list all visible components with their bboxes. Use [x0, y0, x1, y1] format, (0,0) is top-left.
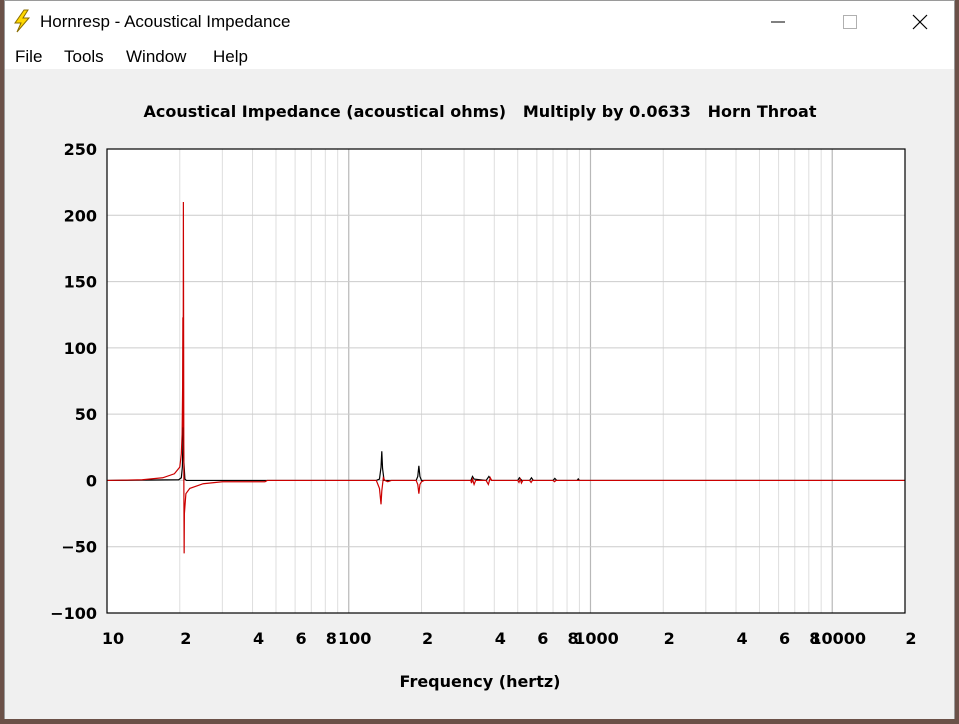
menu-window[interactable]: Window — [126, 47, 187, 66]
x-tick-label: 2 — [664, 629, 675, 648]
x-tick-label: 8 — [326, 629, 337, 648]
close-button[interactable] — [897, 1, 943, 43]
x-tick-label: 2 — [905, 629, 916, 648]
app-window: Hornresp - Acoustical Impedance File Too… — [4, 0, 955, 719]
x-tick-label: 1000 — [574, 629, 619, 648]
x-tick-label: 4 — [736, 629, 747, 648]
y-axis-ticks: 250 200 150 100 50 0 −50 −100 — [50, 140, 97, 623]
minimize-icon — [771, 21, 785, 23]
menu-help[interactable]: Help — [213, 47, 248, 66]
x-tick-label: 100 — [338, 629, 371, 648]
x-tick-label: 6 — [537, 629, 548, 648]
impedance-chart: Acoustical Impedance (acoustical ohms) M… — [50, 102, 917, 691]
y-tick-label: 100 — [64, 339, 97, 358]
close-icon — [912, 14, 928, 30]
x-tick-label: 4 — [253, 629, 264, 648]
chart-title: Acoustical Impedance (acoustical ohms) M… — [144, 102, 817, 121]
chart-area: Acoustical Impedance (acoustical ohms) M… — [5, 69, 954, 719]
y-tick-label: 200 — [64, 206, 97, 225]
x-tick-label: 2 — [180, 629, 191, 648]
y-tick-label: 150 — [64, 273, 97, 292]
x-tick-label: 8 — [809, 629, 820, 648]
x-tick-label: 6 — [296, 629, 307, 648]
x-axis-label: Frequency (hertz) — [400, 672, 561, 691]
y-tick-label: 0 — [86, 471, 97, 490]
plot-frame — [106, 148, 906, 614]
x-tick-label: 6 — [779, 629, 790, 648]
menu-tools[interactable]: Tools — [64, 47, 104, 66]
title-bar[interactable]: Hornresp - Acoustical Impedance — [5, 1, 954, 43]
x-tick-label: 10 — [102, 629, 124, 648]
maximize-icon — [843, 15, 857, 29]
series-lines — [106, 202, 905, 554]
x-tick-label: 8 — [567, 629, 578, 648]
grid-lines — [107, 149, 905, 613]
y-tick-label: −50 — [61, 538, 97, 557]
lightning-bolt-icon — [14, 9, 31, 33]
menu-bar: File Tools Window Help — [5, 43, 954, 69]
x-tick-label: 10000 — [810, 629, 866, 648]
window-title: Hornresp - Acoustical Impedance — [40, 12, 291, 31]
maximize-button[interactable] — [827, 1, 873, 43]
series-line-1 — [106, 202, 905, 554]
plot-area — [107, 149, 905, 613]
y-tick-label: 250 — [64, 140, 97, 159]
minimize-button[interactable] — [755, 1, 801, 43]
x-tick-label: 2 — [422, 629, 433, 648]
y-tick-label: −100 — [50, 604, 97, 623]
x-tick-label: 4 — [495, 629, 506, 648]
y-tick-label: 50 — [75, 405, 97, 424]
menu-file[interactable]: File — [15, 47, 43, 66]
